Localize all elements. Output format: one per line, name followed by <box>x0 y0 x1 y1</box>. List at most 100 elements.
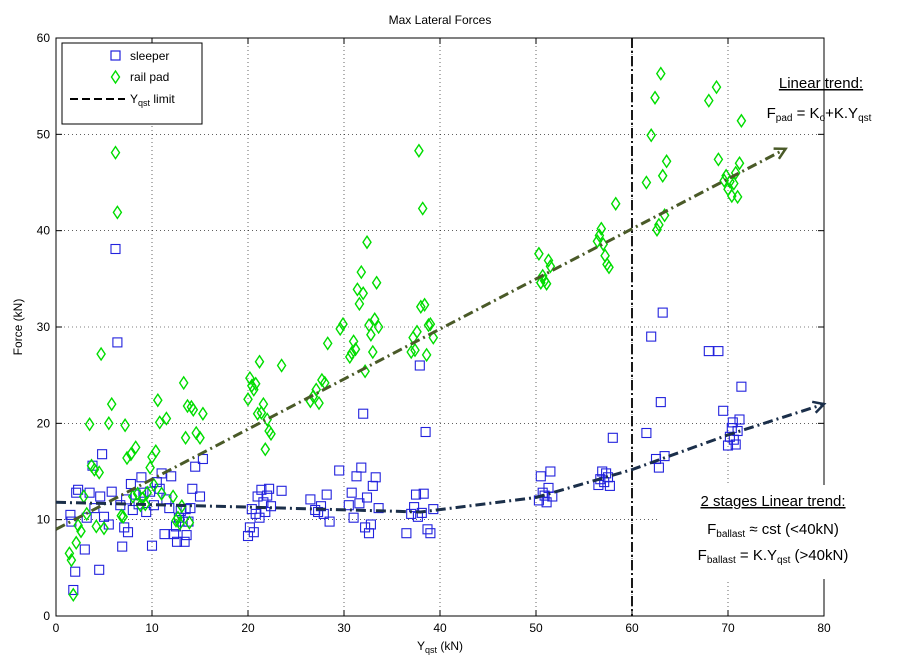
railpad-point <box>352 282 363 297</box>
railpad-point <box>719 173 730 188</box>
railpad-point <box>311 382 322 397</box>
railpad-point <box>89 462 100 477</box>
railpad-point <box>178 375 189 391</box>
railpad-point <box>415 299 426 315</box>
sleeper-point <box>248 527 259 538</box>
sleeper-point <box>422 524 433 535</box>
sleeper-point <box>68 584 79 596</box>
sleeper-point <box>187 483 198 494</box>
pad-y-sub: qst <box>858 113 872 124</box>
sleeper-point <box>313 506 324 518</box>
railpad-point <box>258 396 269 412</box>
x-axis-label: Yqst (kN) <box>417 639 463 655</box>
railpad-point <box>99 521 109 536</box>
bal2-y-sub: qst <box>777 555 791 566</box>
railpad-point <box>366 327 376 342</box>
sleeper-point <box>252 491 263 502</box>
railpad-point <box>545 259 556 274</box>
railpad-point <box>245 370 255 386</box>
railpad-point <box>73 518 83 533</box>
bal1-sub: ballast <box>716 529 745 540</box>
railpad-point <box>369 312 380 327</box>
x-tick-label: 10 <box>145 621 159 635</box>
pad-trend-formula: Fpad = Ko+K.Yqst <box>767 105 872 124</box>
sleeper-point <box>732 425 743 437</box>
railpad-point <box>64 546 75 561</box>
sleeper-point <box>95 491 106 502</box>
railpad-point <box>421 347 432 363</box>
legend-box <box>61 42 203 125</box>
railpad-point <box>112 205 123 220</box>
ballast-annotation: 2 stages Linear trend: Fballast ≈ cst (<… <box>658 485 890 579</box>
y-tick-label: 20 <box>37 416 51 430</box>
railpad-point <box>173 510 183 525</box>
sleeper-point <box>103 519 114 530</box>
ballast-trend-line <box>56 402 824 514</box>
railpad-point <box>650 90 660 105</box>
sleeper-point <box>315 501 327 512</box>
railpad-point <box>423 317 434 333</box>
sleeper-point <box>418 488 429 499</box>
railpad-point <box>94 465 105 480</box>
sleeper-point <box>409 502 420 513</box>
railpad-point <box>142 485 153 500</box>
bal2-sub: ballast <box>707 555 736 566</box>
railpad-series <box>64 66 747 603</box>
railpad-point <box>414 143 424 158</box>
railpad-point <box>84 417 95 432</box>
railpad-point <box>122 450 132 466</box>
x-axis-label-main: Y <box>417 639 425 653</box>
railpad-point <box>168 489 178 504</box>
railpad-point <box>654 217 664 233</box>
sleeper-point <box>125 478 136 490</box>
legend-limit-tail: limit <box>150 92 175 106</box>
sleeper-point <box>112 337 123 348</box>
railpad-point <box>150 444 161 459</box>
railpad-point <box>543 253 554 268</box>
bal2-eq: = K.Y <box>736 547 777 564</box>
railpad-point <box>728 176 739 191</box>
railpad-point <box>534 246 544 262</box>
pad-trend-arrowhead <box>773 147 788 160</box>
railpad-point <box>103 416 114 431</box>
sleeper-point <box>657 307 668 318</box>
y-tick-label: 40 <box>37 224 51 238</box>
railpad-point <box>641 175 652 190</box>
y-tick-label: 10 <box>37 513 51 527</box>
y-axis-label: Force (kN) <box>11 299 25 356</box>
sleeper-point <box>718 405 729 416</box>
x-tick-label: 0 <box>53 621 60 635</box>
x-tick-label: 60 <box>625 621 639 635</box>
pad-eq: = K <box>792 105 819 122</box>
sleeper-point <box>601 468 612 479</box>
sleeper-point <box>262 490 273 501</box>
sleeper-point <box>420 426 431 438</box>
railpad-point <box>91 519 102 534</box>
bal1-f: F <box>707 521 716 538</box>
sleeper-point <box>607 432 618 443</box>
sleeper-point <box>653 462 664 473</box>
railpad-point <box>254 354 265 369</box>
railpad-point <box>110 145 121 160</box>
sleeper-point <box>256 484 267 495</box>
sleeper-point <box>348 512 359 523</box>
pad-f-sub: pad <box>776 113 793 124</box>
legend-limit-label: Yqst limit <box>130 92 175 108</box>
sleeper-point <box>736 381 747 392</box>
sleeper-point <box>361 492 373 503</box>
y-tick-label: 60 <box>37 31 51 45</box>
railpad-point <box>711 79 722 95</box>
sleeper-point <box>373 503 384 514</box>
sleeper-point <box>164 503 175 514</box>
railpad-point <box>410 342 420 358</box>
legend-railpad-marker <box>110 69 121 85</box>
pad-f: F <box>767 105 776 122</box>
railpad-point <box>657 168 668 184</box>
sleeper-point <box>110 243 121 255</box>
railpad-point <box>161 411 172 426</box>
legend-limit-main: Y <box>130 92 138 106</box>
x-tick-label: 50 <box>529 621 543 635</box>
railpad-point <box>338 316 348 332</box>
sleeper-point <box>343 500 354 511</box>
railpad-point <box>610 196 621 211</box>
